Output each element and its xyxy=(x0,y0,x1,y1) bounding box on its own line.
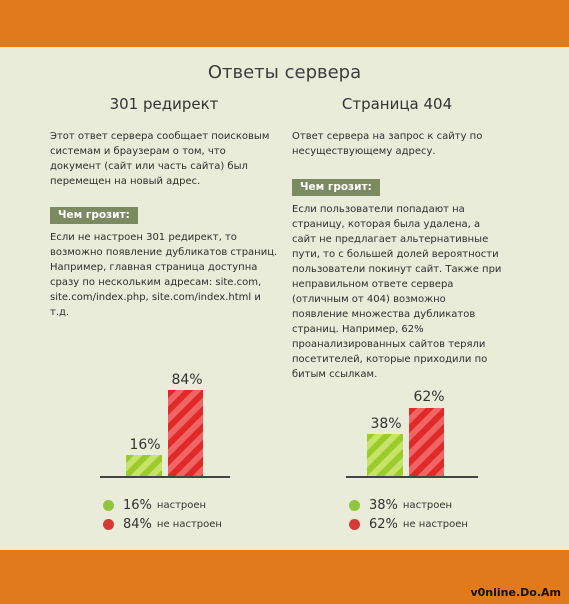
left-legend-red-value: 84% xyxy=(123,517,152,532)
bottom-band xyxy=(0,550,569,604)
right-legend: 38% настроен 62% не настроен xyxy=(349,496,468,534)
right-legend-not-configured: 62% не настроен xyxy=(349,515,468,534)
right-legend-green-label: настроен xyxy=(402,500,453,511)
right-column: Страница 404 Ответ сервера на запрос к с… xyxy=(292,95,502,382)
right-chart-label-green: 38% xyxy=(370,416,402,432)
right-legend-red-value: 62% xyxy=(369,517,398,532)
left-chart: 16% 84% xyxy=(100,360,230,478)
right-chart: 38% 62% xyxy=(346,380,478,478)
left-threat-label: Чем грозит: xyxy=(50,207,138,224)
left-legend-red-label: не настроен xyxy=(156,519,222,530)
right-legend-red-label: не настроен xyxy=(402,519,468,530)
green-dot-icon xyxy=(349,500,360,511)
left-heading: 301 редирект xyxy=(109,95,219,113)
left-chart-label-green: 16% xyxy=(129,437,161,453)
red-dot-icon xyxy=(103,519,114,530)
watermark: v0nline.Do.Am xyxy=(470,586,561,599)
left-threat-text: Если не настроен 301 редирект, то возмож… xyxy=(50,232,278,318)
left-intro: Этот ответ сервера сообщает поисковым си… xyxy=(50,131,270,187)
right-threat-label: Чем грозит: xyxy=(292,179,380,196)
right-chart-label-red: 62% xyxy=(413,389,445,405)
left-chart-label-red: 84% xyxy=(171,372,203,388)
right-legend-configured: 38% настроен xyxy=(349,496,468,515)
left-legend-configured: 16% настроен xyxy=(103,496,222,515)
top-band xyxy=(0,0,569,47)
left-legend-not-configured: 84% не настроен xyxy=(103,515,222,534)
right-heading: Страница 404 xyxy=(341,95,453,113)
left-bar-configured xyxy=(126,455,162,476)
green-dot-icon xyxy=(103,500,114,511)
left-column: 301 редирект Этот ответ сервера сообщает… xyxy=(50,95,278,320)
right-intro: Ответ сервера на запрос к сайту по несущ… xyxy=(292,131,483,157)
right-chart-baseline xyxy=(346,476,478,478)
left-legend-green-label: настроен xyxy=(156,500,207,511)
left-bar-not-configured xyxy=(168,390,203,476)
red-dot-icon xyxy=(349,519,360,530)
right-legend-green-value: 38% xyxy=(369,498,398,513)
left-legend: 16% настроен 84% не настроен xyxy=(103,496,222,534)
page-title: Ответы сервера xyxy=(207,62,362,83)
right-bar-not-configured xyxy=(409,408,444,476)
right-threat-text: Если пользователи попадают на страницу, … xyxy=(292,204,502,380)
left-legend-green-value: 16% xyxy=(123,498,152,513)
right-bar-configured xyxy=(367,434,403,476)
left-chart-baseline xyxy=(100,476,230,478)
